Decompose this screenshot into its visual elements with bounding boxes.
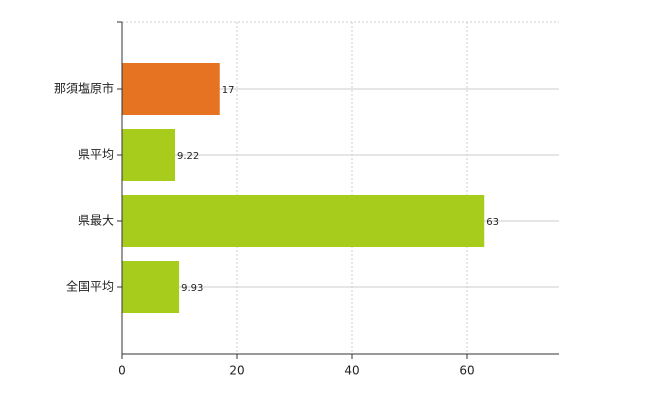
y-tick-label: 県平均 xyxy=(78,148,114,162)
y-tick-label: 那須塩原市 xyxy=(54,81,114,96)
bar xyxy=(122,63,220,115)
bar xyxy=(122,195,485,247)
bar xyxy=(122,261,180,313)
value-label: 63 xyxy=(486,217,499,228)
x-tick-label: 0 xyxy=(118,364,126,378)
y-tick-label: 県最大 xyxy=(78,214,114,228)
y-tick-label: 全国平均 xyxy=(66,279,114,294)
x-tick-label: 40 xyxy=(344,364,359,378)
value-label: 9.22 xyxy=(177,151,199,162)
bar xyxy=(122,129,176,181)
x-tick-label: 60 xyxy=(459,364,474,378)
value-label: 17 xyxy=(222,85,235,96)
value-label: 9.93 xyxy=(181,283,203,294)
x-tick-label: 20 xyxy=(229,364,244,378)
